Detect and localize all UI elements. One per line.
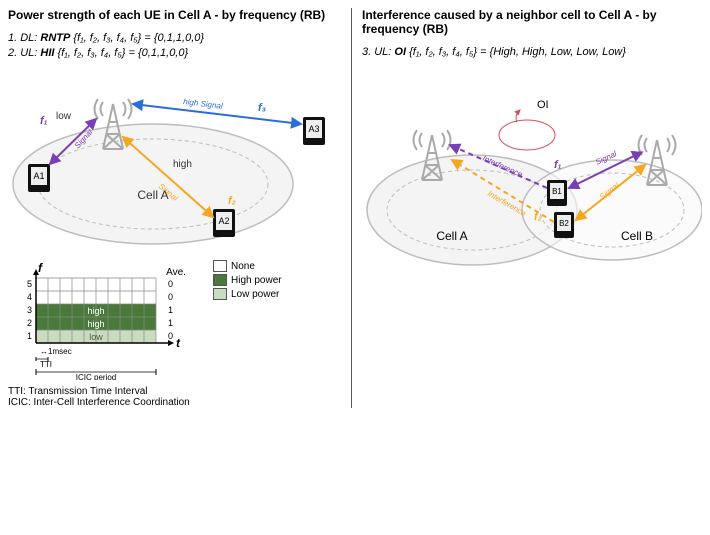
cell-ab-diagram: B1 B2 OI [362,80,702,283]
svg-text:high: high [173,159,192,170]
chart-legend: None High power Low power [213,260,282,302]
svg-text:↔1msec: ↔1msec [40,347,72,356]
formula-ul: 2. UL: HII {f₁, f₂, f₃, f₄, f₅} = {0,1,1… [8,47,346,59]
svg-text:low: low [89,332,103,342]
svg-text:A1: A1 [33,171,44,181]
svg-text:1: 1 [168,305,173,315]
svg-text:2: 2 [27,318,32,328]
svg-text:1: 1 [27,331,32,341]
svg-text:Ave.: Ave. [166,267,186,278]
left-panel: Power strength of each UE in Cell A - by… [8,8,351,408]
svg-text:Cell A: Cell A [137,188,168,202]
svg-text:f₂: f₂ [534,211,542,223]
svg-text:B1: B1 [552,187,562,196]
svg-text:f₁: f₁ [554,159,562,171]
svg-text:TTI: TTI [40,360,52,369]
freq-time-chart: f 5 4 3 2 1 [8,260,346,380]
formula-oi: 3. UL: OI {f₁, f₂, f₃, f₄, f₅} = {High, … [362,46,702,58]
definitions: TTI: Transmission Time Interval ICIC: In… [8,386,346,408]
right-title: Interference caused by a neighbor cell t… [362,8,702,36]
svg-text:4: 4 [27,292,32,302]
svg-text:ICIC period: ICIC period [76,373,116,380]
svg-text:A3: A3 [308,124,319,134]
svg-text:f₁: f₁ [40,115,48,127]
svg-text:f₃: f₃ [258,102,266,114]
svg-text:low: low [56,111,72,122]
svg-text:high: high [87,306,104,316]
left-title: Power strength of each UE in Cell A - by… [8,8,346,22]
svg-text:1: 1 [168,318,173,328]
svg-text:Cell B: Cell B [621,229,653,243]
svg-text:f: f [38,261,43,275]
svg-text:high Signal: high Signal [183,97,224,111]
svg-text:3: 3 [27,305,32,315]
svg-text:Cell A: Cell A [436,229,467,243]
svg-text:f₂: f₂ [228,195,236,207]
cell-a-diagram: A1 A2 A3 [8,69,346,252]
svg-text:high: high [87,319,104,329]
svg-text:0: 0 [168,331,173,341]
svg-text:0: 0 [168,279,173,289]
svg-text:5: 5 [27,279,32,289]
svg-text:A2: A2 [218,216,229,226]
right-panel: Interference caused by a neighbor cell t… [351,8,702,408]
svg-text:B2: B2 [559,219,569,228]
svg-text:OI: OI [537,99,549,111]
formula-dl: 1. DL: RNTP {f₁, f₂, f₃, f₄, f₅} = {0,1,… [8,32,346,44]
svg-text:0: 0 [168,292,173,302]
svg-text:t: t [176,336,181,350]
